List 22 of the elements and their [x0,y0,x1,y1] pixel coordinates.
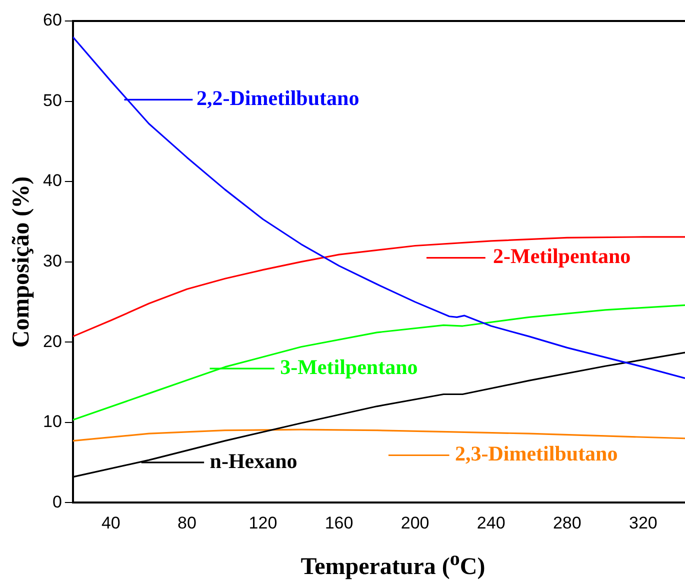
x-tick-label: 80 [178,513,196,532]
x-tick-label: 120 [248,513,278,532]
legend-label: 2,3-Dimetilbutano [454,442,618,466]
x-axis-title: Temperatura ($^{o}$C) [300,548,486,581]
legend-label: 3-Metilpentano [280,354,418,379]
y-axis-title: Composição (%) [8,176,36,348]
y-tick-label: 0 [52,492,62,512]
x-tick-label: 320 [628,513,658,532]
x-tick-label: 280 [552,513,582,532]
y-tick-label: 30 [42,251,62,270]
legend-label: 2,2-Dimetilbutano [196,86,360,110]
y-tick-label: 10 [42,412,62,432]
y-tick-label: 60 [42,10,62,30]
y-tick-label: 40 [42,171,62,190]
x-tick-label: 40 [101,513,120,532]
legend-label: 2-Metilpentano [493,244,631,268]
x-tick-label: 200 [400,513,430,532]
x-tick-label: 160 [324,513,354,532]
y-tick-label: 20 [42,332,62,351]
legend-label: n-Hexano [210,448,298,473]
x-tick-label: 240 [476,513,506,532]
y-tick-label: 50 [42,90,62,110]
